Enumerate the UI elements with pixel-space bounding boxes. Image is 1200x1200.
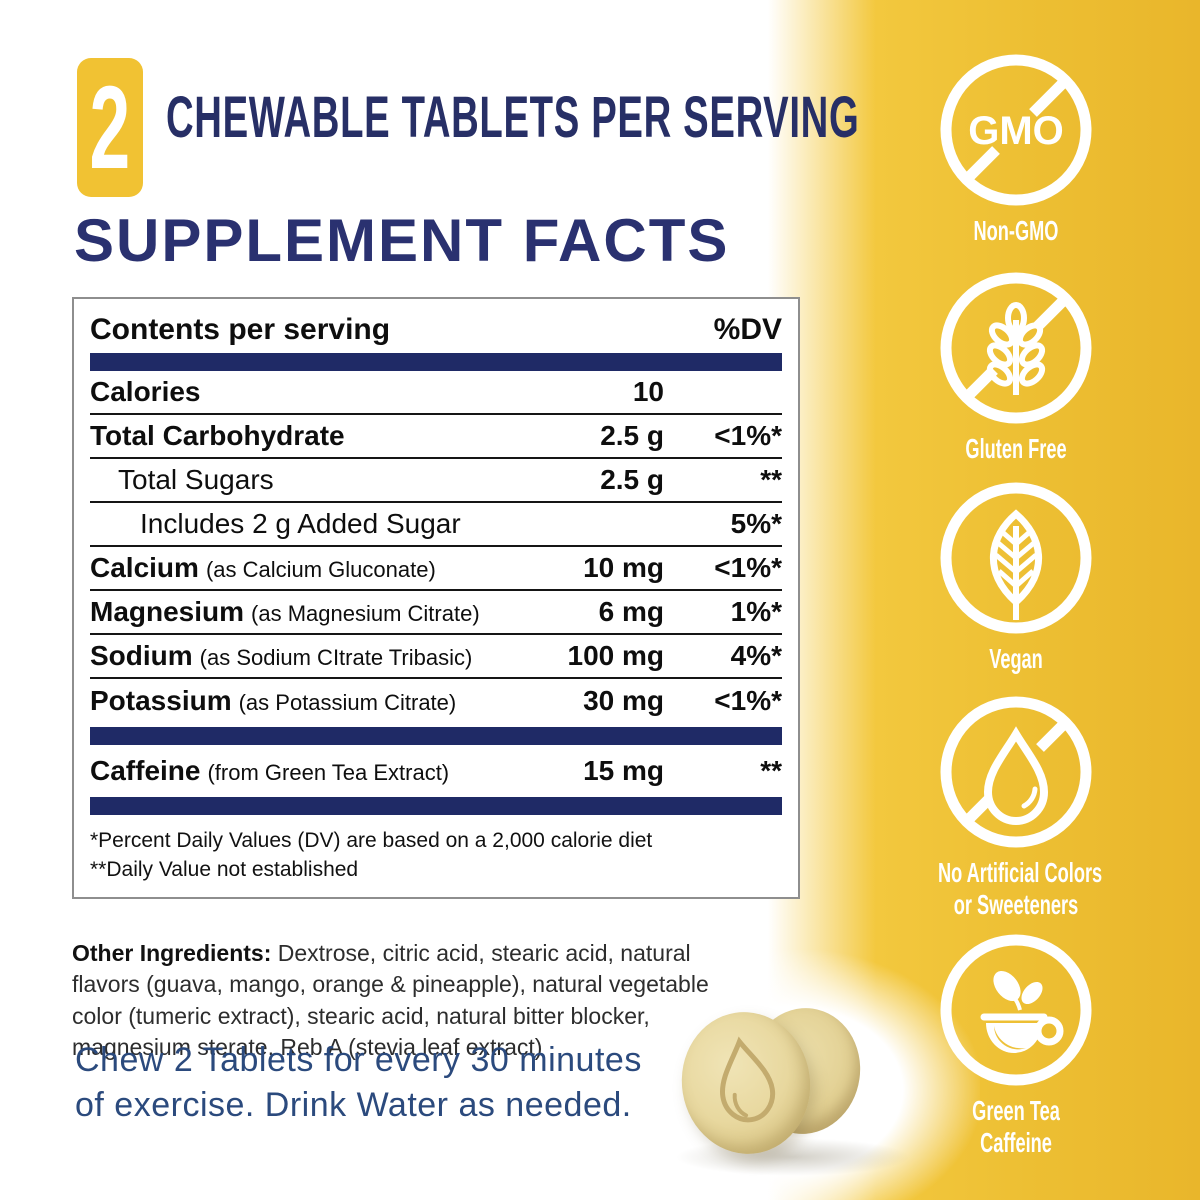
serving-count-number: 2	[89, 61, 131, 194]
no-gmo-icon: GMO	[940, 54, 1092, 206]
cert-no-artificial: No Artificial Colors or Sweeteners	[896, 692, 1136, 921]
droplet-emboss-icon	[720, 1036, 776, 1123]
cert-label-non-gmo: Non-GMO	[973, 215, 1059, 246]
page-title: SUPPLEMENT FACTS	[74, 207, 730, 274]
cert-green-tea: Green Tea Caffeine	[896, 930, 1136, 1159]
cert-gluten-free: Gluten Free	[896, 268, 1136, 465]
table-divider-bar	[90, 797, 782, 815]
table-row-sodium: Sodium (as Sodium CItrate Tribasic) 100 m…	[90, 635, 782, 679]
table-header-contents: Contents per serving	[90, 313, 391, 346]
table-row-potassium: Potassium (as Potassium Citrate) 30 mg <1…	[90, 685, 782, 716]
cert-label-green-tea: Green Tea Caffeine	[972, 1095, 1060, 1158]
table-divider-bar	[90, 353, 782, 371]
other-ingredients-label: Other Ingredients:	[72, 940, 272, 966]
other-ingredients-text: Dextrose, citric acid, stearic acid, nat…	[72, 940, 709, 1060]
serving-count-badge: 2	[77, 58, 143, 197]
table-row-calories: Calories 10	[90, 371, 782, 415]
table-row-total-carbohydrate: Total Carbohydrate 2.5 g <1%*	[90, 415, 782, 459]
table-footnotes: *Percent Daily Values (DV) are based on …	[90, 819, 782, 885]
cert-non-gmo: GMO Non-GMO	[896, 50, 1136, 247]
tablet-front	[671, 1002, 821, 1164]
serving-heading: CHEWABLE TABLETS PER SERVING	[166, 85, 860, 150]
gmo-icon-text: GMO	[968, 109, 1064, 153]
table-row-caffeine: Caffeine (from Green Tea Extract) 15 mg *…	[90, 755, 782, 786]
table-divider-bar	[90, 727, 782, 745]
cert-label-gluten-free: Gluten Free	[965, 433, 1067, 464]
other-ingredients: Other Ingredients: Dextrose, citric acid…	[72, 938, 748, 1063]
table-row-calcium: Calcium (as Calcium Gluconate) 10 mg <1%*	[90, 547, 782, 591]
table-row-magnesium: Magnesium (as Magnesium Citrate) 6 mg 1%*	[90, 591, 782, 635]
usage-note: Chew 2 Tablets for every 30 minutes of e…	[75, 1038, 642, 1128]
footnote-not-established: **Daily Value not established	[90, 857, 359, 881]
no-artificial-colors-icon	[940, 696, 1092, 848]
cert-label-vegan: Vegan	[989, 643, 1043, 674]
table-header-dv: %DV	[713, 313, 782, 346]
table-header: Contents per serving %DV	[90, 311, 782, 347]
gluten-free-icon	[940, 272, 1092, 424]
supplement-facts-table: Contents per serving %DV Calories 10 Tot…	[72, 297, 800, 899]
table-row-total-sugars: Total Sugars 2.5 g **	[90, 459, 782, 503]
footnote-dv: *Percent Daily Values (DV) are based on …	[90, 829, 653, 852]
usage-note-line2: of exercise. Drink Water as needed.	[75, 1085, 632, 1124]
cert-label-no-artificial: No Artificial Colors or Sweeteners	[938, 857, 1103, 920]
table-row-added-sugar: Includes 2 g Added Sugar 5%*	[90, 503, 782, 547]
green-tea-caffeine-icon	[940, 934, 1092, 1086]
vegan-leaf-icon	[940, 482, 1092, 634]
chewable-tablets-image	[660, 980, 970, 1195]
tablet-shadow	[675, 1138, 910, 1176]
cert-vegan: Vegan	[896, 478, 1136, 675]
usage-note-line1: Chew 2 Tablets for every 30 minutes	[75, 1041, 642, 1079]
